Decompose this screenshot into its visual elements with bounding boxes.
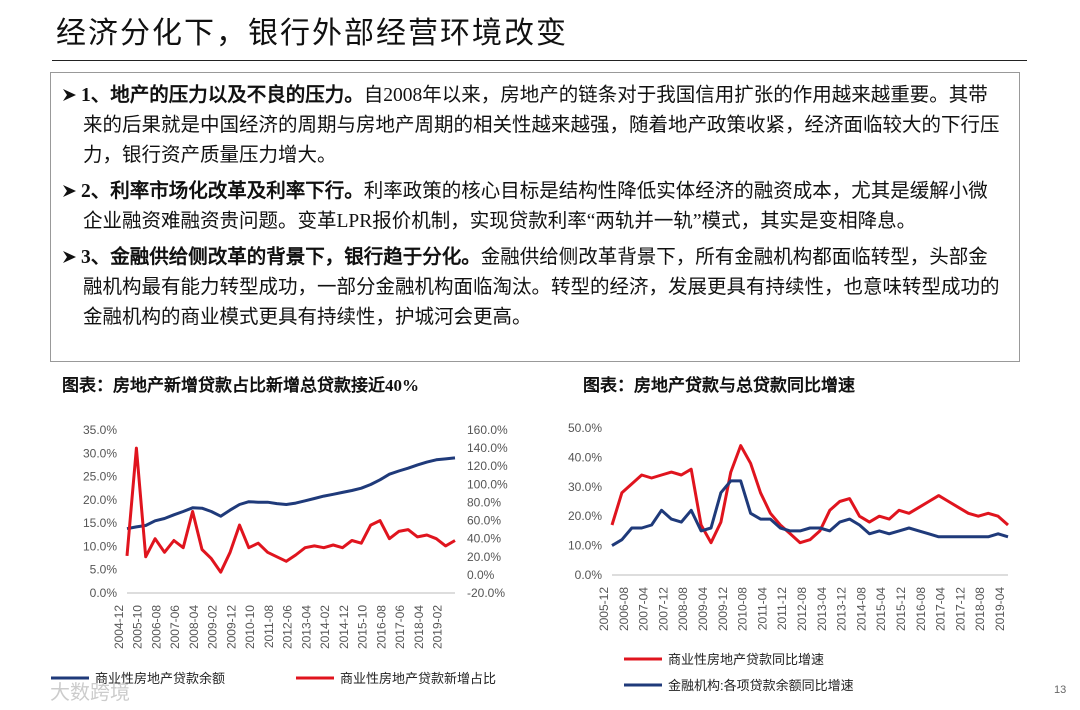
x-tick-label: 2014-12 [337, 605, 351, 649]
y-tick-label: 10.0% [83, 539, 117, 553]
x-tick-label: 2011-12 [775, 587, 789, 630]
page-number: 13 [1054, 684, 1067, 696]
chart-title: 图表：房地产贷款与总贷款同比增速 [583, 375, 855, 395]
y2-tick-label: 120.0% [467, 459, 508, 473]
y-tick-label: 10.0% [568, 539, 602, 553]
x-tick-label: 2004-12 [112, 605, 126, 649]
x-tick-label: 2006-08 [149, 605, 163, 649]
bullet-arrow [63, 89, 76, 101]
x-tick-label: 2012-08 [795, 587, 809, 631]
x-tick-label: 2019-02 [431, 605, 445, 649]
x-tick-label: 2013-04 [815, 587, 829, 631]
y-tick-label: 35.0% [83, 423, 117, 437]
x-tick-label: 2006-08 [617, 587, 631, 631]
bullet-text: 利率政策的核心目标是结构性降低实体经济的融资成本，尤其是缓解小微企业融资难融资贵… [83, 181, 988, 232]
x-tick-label: 2010-08 [736, 587, 750, 631]
bullet: 3、金融供给侧改革的背景下，银行趋于分化。金融供给侧改革背景下，所有金融机构都面… [61, 243, 1007, 333]
x-tick-label: 2009-12 [224, 605, 238, 649]
y2-tick-label: 20.0% [467, 550, 501, 564]
y-tick-label: 30.0% [83, 446, 117, 460]
x-tick-label: 2017-06 [393, 605, 407, 649]
y-tick-label: 20.0% [568, 509, 602, 523]
x-tick-label: 2007-04 [637, 587, 651, 631]
legend-label: 金融机构:各项贷款余额同比增速 [668, 678, 854, 693]
x-tick-label: 2015-04 [874, 587, 888, 631]
y-tick-label: 15.0% [83, 516, 117, 530]
x-tick-label: 2008-04 [187, 605, 201, 649]
x-tick-label: 2009-04 [696, 587, 710, 631]
x-tick-label: 2015-10 [356, 605, 370, 649]
y-tick-label: 50.0% [568, 421, 602, 435]
series-line [126, 456, 456, 531]
legend-label: 商业性房地产贷款新增占比 [340, 671, 496, 686]
legend-label: 商业性房地产贷款同比增速 [668, 652, 824, 667]
y-tick-label: 25.0% [83, 470, 117, 484]
bullet-arrow [63, 185, 76, 197]
bullet: 2、利率市场化改革及利率下行。利率政策的核心目标是结构性降低实体经济的融资成本，… [61, 177, 1007, 237]
y-tick-label: 30.0% [568, 480, 602, 494]
x-tick-label: 2016-08 [374, 605, 388, 649]
x-tick-label: 2010-10 [243, 605, 257, 649]
slide-title: 经济分化下，银行外部经营环境改变 [56, 17, 568, 50]
y2-tick-label: 140.0% [467, 441, 508, 455]
x-tick-label: 2007-12 [656, 587, 670, 631]
y2-tick-label: 160.0% [467, 423, 508, 437]
x-tick-label: 2011-04 [755, 587, 769, 630]
bullet-text: 金融供给侧改革背景下，所有金融机构都面临转型，头部金融机构最有能力转型成功，一部… [83, 247, 1000, 328]
x-tick-label: 2008-08 [676, 587, 690, 631]
x-tick-label: 2009-02 [206, 605, 220, 649]
x-tick-label: 2009-12 [716, 587, 730, 631]
bullet-lead: 3、金融供给侧改革的背景下，银行趋于分化。 [81, 247, 481, 268]
bullet-lead: 2、利率市场化改革及利率下行。 [81, 181, 364, 202]
series-line [610, 444, 1009, 545]
x-tick-label: 2012-06 [281, 605, 295, 649]
x-tick-label: 2017-04 [934, 587, 948, 631]
legend-label: 商业性房地产贷款余额 [95, 671, 225, 686]
x-tick-label: 2007-06 [168, 605, 182, 649]
series-line [125, 446, 456, 574]
y-tick-label: 20.0% [83, 493, 117, 507]
y2-tick-label: 0.0% [467, 568, 495, 582]
x-tick-label: 2016-08 [914, 587, 928, 631]
y-tick-label: 0.0% [90, 586, 118, 600]
x-tick-label: 2019-04 [993, 587, 1007, 631]
y2-tick-label: 40.0% [467, 532, 501, 546]
series-line [611, 479, 1009, 547]
y-tick-label: 5.0% [90, 563, 118, 577]
y-tick-label: 0.0% [575, 568, 603, 582]
x-tick-label: 2005-10 [131, 605, 145, 649]
bullet: 1、地产的压力以及不良的压力。自2008年以来，房地产的链条对于我国信用扩张的作… [61, 81, 1007, 171]
chart-title: 图表：房地产新增贷款占比新增总贷款接近40% [62, 375, 419, 395]
x-tick-label: 2017-12 [953, 587, 967, 631]
watermark: 大数跨境 [50, 680, 130, 704]
x-tick-label: 2013-04 [299, 605, 313, 649]
bullet-box: 1、地产的压力以及不良的压力。自2008年以来，房地产的链条对于我国信用扩张的作… [50, 72, 1020, 362]
y2-tick-label: 80.0% [467, 495, 501, 509]
title-rule [52, 60, 1027, 61]
x-tick-label: 2014-08 [854, 587, 868, 631]
x-tick-label: 2013-12 [835, 587, 849, 631]
y2-tick-label: -20.0% [467, 586, 505, 600]
bullet-lead: 1、地产的压力以及不良的压力。 [81, 85, 364, 106]
x-tick-label: 2014-02 [318, 605, 332, 649]
bullet-text: 自2008年以来，房地产的链条对于我国信用扩张的作用越来越重要。其带来的后果就是… [83, 85, 1000, 166]
x-tick-label: 2018-08 [973, 587, 987, 631]
bullet-arrow [63, 251, 76, 263]
y2-tick-label: 60.0% [467, 514, 501, 528]
x-tick-label: 2005-12 [597, 587, 611, 631]
x-tick-label: 2018-04 [412, 605, 426, 649]
y-tick-label: 40.0% [568, 450, 602, 464]
y2-tick-label: 100.0% [467, 477, 508, 491]
x-tick-label: 2015-12 [894, 587, 908, 631]
x-tick-label: 2011-08 [262, 605, 276, 648]
